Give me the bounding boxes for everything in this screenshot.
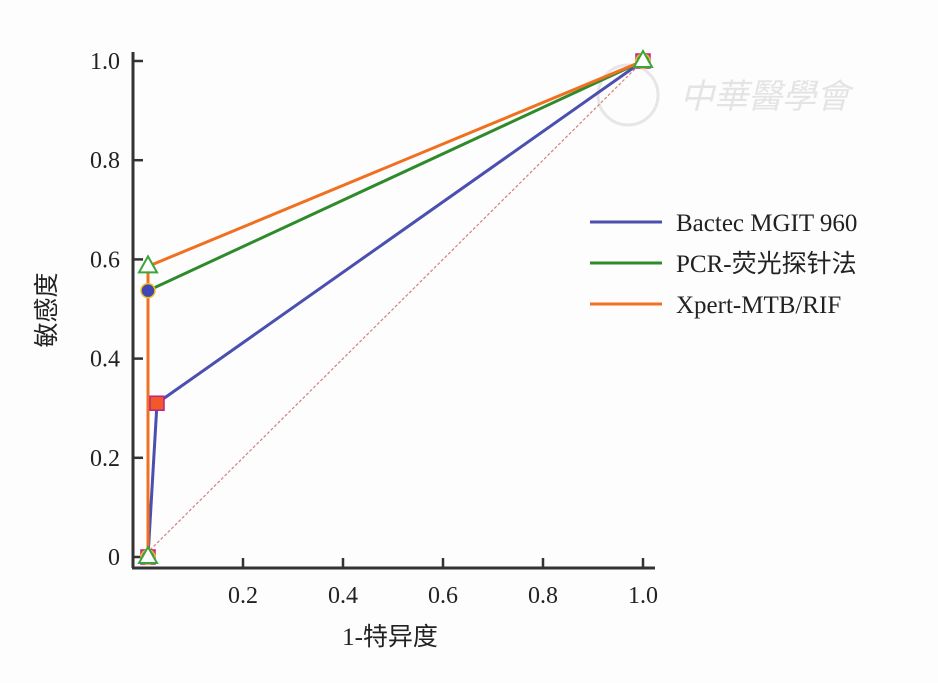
legend-label: PCR-荧光探针法 [676, 250, 857, 278]
y-tick-label: 0.4 [90, 347, 120, 373]
triangle-marker [137, 254, 159, 274]
circle-marker [140, 282, 156, 299]
y-tick-label: 0 [108, 545, 120, 571]
watermark: 中華醫學會 [596, 63, 855, 127]
x-axis-label: 1-特异度 [342, 623, 438, 651]
reference-diagonal-line [142, 60, 644, 558]
series-line [146, 59, 644, 557]
triangle-marker [632, 48, 654, 68]
y-tick-label: 1.0 [90, 49, 120, 75]
y-tick-label: 0.2 [90, 446, 120, 472]
x-tick-label: 0.4 [328, 583, 358, 609]
series-line [146, 59, 644, 558]
legend-label: Bactec MGIT 960 [676, 210, 857, 237]
y-tick-label: 0.6 [90, 247, 120, 273]
triangle-marker [137, 544, 159, 564]
square-marker [149, 395, 165, 411]
x-tick-label: 0.2 [228, 583, 258, 609]
watermark-text: 中華醫學會 [680, 79, 855, 116]
watermark-seal-icon [596, 63, 660, 127]
y-axis-label: 敏感度 [33, 272, 61, 347]
x-tick-label: 0.6 [428, 583, 458, 609]
x-tick-label: 0.8 [528, 583, 558, 609]
legend-label: Xpert-MTB/RIF [676, 292, 841, 319]
x-tick-label: 1.0 [628, 583, 658, 609]
y-tick-label: 0.8 [90, 148, 120, 174]
series-line [146, 59, 644, 557]
